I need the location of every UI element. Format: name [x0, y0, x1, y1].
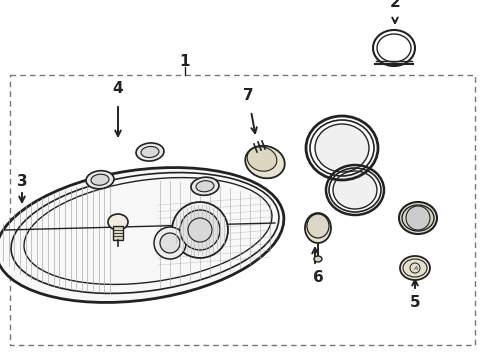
Text: 7: 7: [243, 88, 253, 103]
Text: 4: 4: [113, 81, 123, 96]
Ellipse shape: [400, 256, 430, 280]
Text: 1: 1: [180, 54, 190, 69]
Text: 3: 3: [17, 175, 27, 189]
Circle shape: [406, 206, 430, 230]
Ellipse shape: [196, 181, 214, 192]
Ellipse shape: [247, 147, 277, 171]
Ellipse shape: [108, 214, 128, 230]
Circle shape: [160, 233, 180, 253]
Ellipse shape: [402, 205, 434, 231]
Ellipse shape: [136, 143, 164, 161]
Bar: [10, 75, 475, 345]
Ellipse shape: [314, 256, 322, 262]
Ellipse shape: [403, 259, 427, 277]
Circle shape: [180, 210, 220, 250]
Ellipse shape: [86, 171, 114, 189]
Circle shape: [172, 202, 228, 258]
Text: A: A: [413, 266, 417, 271]
Text: 6: 6: [313, 270, 323, 285]
Ellipse shape: [399, 202, 437, 234]
Text: 2: 2: [390, 0, 400, 10]
Ellipse shape: [191, 177, 219, 195]
Circle shape: [154, 227, 186, 259]
Ellipse shape: [307, 214, 329, 238]
Text: 5: 5: [410, 295, 420, 310]
Ellipse shape: [91, 174, 109, 185]
Ellipse shape: [315, 124, 369, 172]
Ellipse shape: [0, 167, 284, 302]
Ellipse shape: [305, 213, 331, 243]
Ellipse shape: [245, 146, 285, 178]
Circle shape: [188, 218, 212, 242]
Bar: [113, 226, 123, 240]
Ellipse shape: [141, 147, 159, 158]
Ellipse shape: [333, 171, 377, 209]
